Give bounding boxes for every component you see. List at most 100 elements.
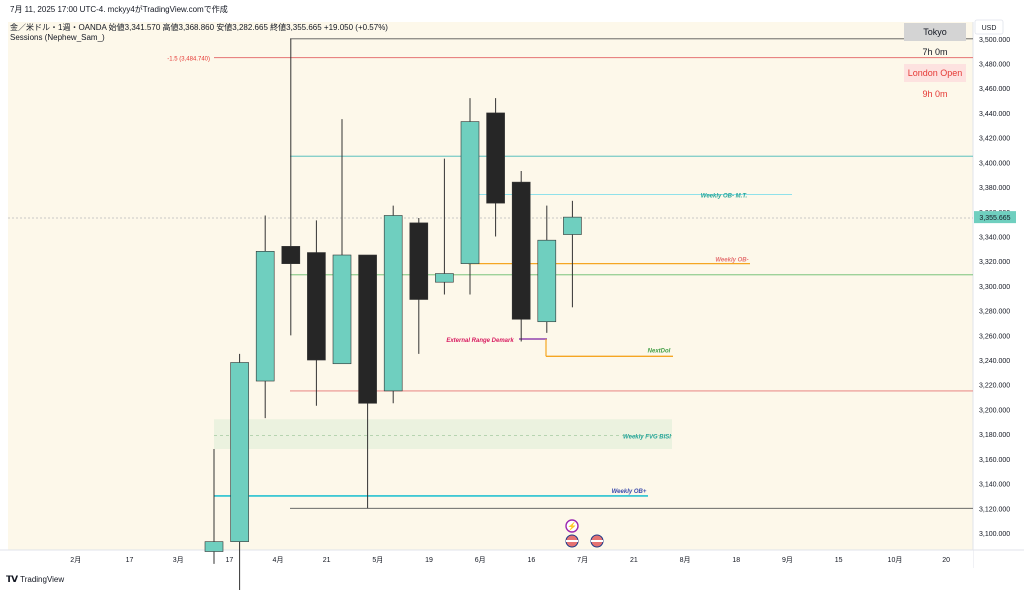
time-tick-label: 4月 — [273, 556, 284, 564]
candle-body — [255, 251, 275, 382]
lightning-event-icon[interactable] — [565, 519, 579, 533]
candle-body — [563, 216, 582, 235]
chart-created-caption: 7月 11, 2025 17:00 UTC-4. mckyy4がTradingV… — [10, 5, 228, 14]
candle-2025-06-16[interactable] — [486, 98, 505, 237]
time-tick-label: 16 — [528, 557, 536, 564]
price-tick-label: 3,160.000 — [979, 457, 1010, 464]
candle-2025-04-21[interactable] — [281, 38, 301, 336]
time-tick-label: 5月 — [372, 556, 383, 564]
price-tick-label: 3,380.000 — [979, 185, 1010, 192]
candle-2025-05-12[interactable] — [358, 254, 377, 509]
price-tick-label: 3,440.000 — [979, 111, 1010, 118]
time-axis-panel[interactable] — [0, 550, 973, 568]
price-tick-label: 3,260.000 — [979, 333, 1010, 340]
london-session-box[interactable]: London Open 9h 0m — [904, 64, 966, 99]
time-tick-label: 17 — [126, 557, 134, 564]
event-icons[interactable]: ⚡ — [565, 519, 604, 548]
price-tick-label: 3,320.000 — [979, 259, 1010, 266]
candle-body — [358, 254, 377, 404]
candle-2025-05-05[interactable] — [332, 119, 352, 365]
price-tick-label: 3,500.000 — [979, 37, 1010, 44]
currency-button-label: USD — [982, 25, 997, 32]
london-session-bg — [904, 64, 966, 82]
indicator-legend[interactable]: Sessions (Nephew_Sam_) — [10, 33, 105, 42]
currency-button[interactable]: USD — [974, 19, 1004, 35]
candle-2025-07-07[interactable] — [563, 200, 582, 308]
price-tick-label: 3,100.000 — [979, 531, 1010, 538]
price-tick-label: 3,200.000 — [979, 407, 1010, 414]
time-tick-label: 20 — [942, 557, 950, 564]
level-label-8: Weekly FVG BISI — [623, 434, 671, 440]
time-tick-label: 7月 — [577, 556, 588, 564]
price-tick-label: 3,180.000 — [979, 432, 1010, 439]
tokyo-session-time: 7h 0m — [922, 47, 947, 57]
candle-body — [383, 215, 403, 392]
price-tick-label: 3,220.000 — [979, 383, 1010, 390]
price-tick-label: 3,480.000 — [979, 62, 1010, 69]
london-session-label: London Open — [908, 68, 963, 78]
fvg-zone[interactable] — [214, 419, 672, 449]
time-tick-label: 8月 — [680, 556, 691, 564]
candle-2025-03-31[interactable] — [204, 448, 224, 564]
candle-2025-06-09[interactable] — [460, 98, 480, 295]
candle-2025-06-23[interactable] — [511, 170, 531, 342]
tradingview-logo[interactable]: 𝗧𝗩 TradingView — [6, 574, 64, 585]
lightning-glyph: ⚡ — [567, 521, 577, 531]
time-tick-label: 6月 — [475, 556, 486, 564]
candle-body — [281, 246, 301, 264]
candle-body — [537, 239, 557, 323]
candle-body — [460, 121, 480, 264]
price-tick-label: 3,120.000 — [979, 506, 1010, 513]
price-tick-label: 3,400.000 — [979, 160, 1010, 167]
tradingview-brand-text: TradingView — [20, 575, 65, 584]
time-tick-label: 9月 — [782, 556, 793, 564]
tokyo-session-bg — [904, 23, 966, 41]
price-tick-label: 3,420.000 — [979, 136, 1010, 143]
current-price-tag[interactable] — [974, 211, 1016, 224]
candle-body — [409, 222, 429, 300]
candle-2025-04-14[interactable] — [255, 215, 275, 419]
candle-body — [486, 112, 505, 204]
candle-body — [307, 252, 326, 361]
candle-body — [435, 273, 454, 283]
candle-2025-05-19[interactable] — [383, 205, 403, 404]
level-label-0: -1.5 (3,484.740) — [167, 57, 210, 63]
us-flag-stripe — [566, 540, 578, 542]
candle-body — [332, 254, 352, 365]
time-tick-label: 2月 — [70, 556, 81, 564]
price-tick-label: 3,300.000 — [979, 284, 1010, 291]
candle-body — [230, 362, 249, 542]
candle-body — [511, 181, 531, 320]
level-label-3: Weekly OB- — [715, 258, 748, 264]
tokyo-session-label: Tokyo — [923, 27, 947, 37]
price-tick-label: 3,240.000 — [979, 358, 1010, 365]
candle-2025-06-30[interactable] — [537, 205, 557, 333]
time-tick-label: 18 — [732, 557, 740, 564]
candle-2025-04-07[interactable] — [230, 353, 249, 595]
tradingview-mark-icon: 𝗧𝗩 — [6, 574, 18, 584]
currency-button-bg — [974, 19, 1004, 35]
time-tick-label: 3月 — [173, 556, 184, 564]
current-price-label: 3,355.665 — [979, 215, 1010, 222]
time-tick-label: 21 — [630, 557, 638, 564]
london-session-time: 9h 0m — [922, 89, 947, 99]
price-tick-label: 3,340.000 — [979, 234, 1010, 241]
candle-2025-05-26[interactable] — [409, 217, 429, 354]
candle-2025-06-02[interactable] — [435, 158, 454, 295]
price-tick-label: 3,140.000 — [979, 482, 1010, 489]
candle-2025-04-28[interactable] — [307, 220, 326, 406]
level-label-6: NextDol — [648, 348, 671, 354]
candle-body — [204, 541, 224, 552]
price-tick-label: 3,460.000 — [979, 86, 1010, 93]
symbol-ohlc-legend[interactable]: 金／米ドル・1週・OANDA 始値3,341.570 高値3,368.860 安… — [10, 23, 388, 32]
time-tick-label: 17 — [225, 557, 233, 564]
price-tick-label: 3,280.000 — [979, 309, 1010, 316]
tokyo-session-box[interactable]: Tokyo 7h 0m — [904, 23, 966, 57]
time-tick-label: 19 — [425, 557, 433, 564]
level-label-9: Weekly OB+ — [612, 489, 647, 495]
time-tick-label: 15 — [835, 557, 843, 564]
level-label-2: Weekly OB- M.T. — [701, 193, 748, 199]
price-axis-panel[interactable] — [973, 22, 1024, 550]
chart-pane-background — [8, 22, 973, 550]
